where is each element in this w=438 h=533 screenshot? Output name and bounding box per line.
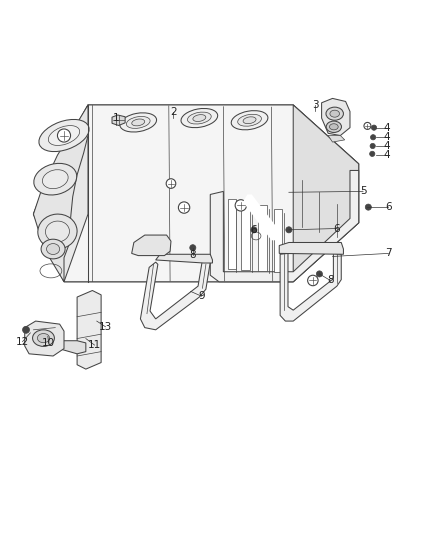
Ellipse shape [329, 124, 338, 130]
Ellipse shape [38, 214, 77, 249]
Text: 5: 5 [360, 187, 367, 196]
Circle shape [178, 202, 190, 213]
Polygon shape [33, 105, 359, 282]
Ellipse shape [243, 117, 256, 124]
Circle shape [316, 271, 322, 277]
Polygon shape [328, 135, 345, 142]
Circle shape [370, 151, 375, 157]
Ellipse shape [32, 330, 54, 346]
Polygon shape [258, 205, 267, 271]
Polygon shape [33, 105, 88, 282]
Text: 6: 6 [385, 202, 392, 212]
Ellipse shape [231, 111, 268, 130]
Text: 13: 13 [99, 322, 112, 332]
Text: 12: 12 [16, 337, 29, 346]
Ellipse shape [48, 126, 80, 146]
Text: 8: 8 [327, 276, 334, 286]
Circle shape [57, 129, 71, 142]
Polygon shape [155, 254, 212, 263]
Text: 11: 11 [88, 340, 101, 350]
Ellipse shape [41, 239, 65, 259]
Ellipse shape [34, 164, 77, 195]
Ellipse shape [326, 121, 342, 133]
Circle shape [364, 123, 371, 130]
Polygon shape [25, 321, 64, 356]
Text: 2: 2 [170, 107, 177, 117]
Polygon shape [279, 243, 343, 254]
Text: 6: 6 [251, 225, 257, 235]
Text: 4: 4 [384, 123, 390, 133]
Circle shape [286, 227, 292, 233]
Ellipse shape [181, 108, 218, 127]
Ellipse shape [193, 115, 206, 122]
Ellipse shape [39, 119, 89, 151]
Polygon shape [112, 115, 125, 125]
Text: 4: 4 [384, 141, 390, 151]
Text: 1: 1 [113, 113, 120, 123]
Circle shape [190, 245, 196, 251]
Text: 9: 9 [198, 291, 205, 301]
Polygon shape [33, 105, 88, 282]
Ellipse shape [187, 112, 211, 124]
Polygon shape [228, 199, 237, 269]
Polygon shape [141, 260, 210, 330]
Text: 8: 8 [190, 250, 196, 260]
Circle shape [370, 143, 375, 149]
Polygon shape [241, 202, 250, 270]
Text: 10: 10 [42, 338, 55, 348]
Circle shape [251, 227, 257, 233]
Circle shape [371, 125, 377, 130]
Polygon shape [274, 209, 283, 272]
Text: 7: 7 [385, 248, 392, 259]
Ellipse shape [120, 113, 156, 132]
Ellipse shape [132, 119, 145, 126]
Polygon shape [293, 105, 359, 282]
Text: 3: 3 [312, 100, 318, 110]
Ellipse shape [326, 107, 343, 120]
Ellipse shape [126, 116, 150, 128]
Text: 4: 4 [384, 150, 390, 160]
Circle shape [235, 200, 247, 211]
Polygon shape [132, 235, 171, 256]
Ellipse shape [46, 221, 70, 242]
Polygon shape [280, 253, 341, 321]
Circle shape [307, 275, 318, 286]
Text: 6: 6 [334, 223, 340, 233]
Text: 4: 4 [384, 132, 390, 142]
Polygon shape [321, 99, 350, 135]
Polygon shape [210, 171, 359, 282]
Polygon shape [62, 341, 86, 354]
Circle shape [365, 204, 371, 210]
Circle shape [371, 135, 376, 140]
Ellipse shape [37, 334, 49, 343]
Polygon shape [64, 105, 359, 282]
Circle shape [22, 326, 29, 333]
Polygon shape [77, 290, 101, 369]
Polygon shape [243, 195, 280, 240]
Ellipse shape [42, 169, 68, 189]
Circle shape [166, 179, 176, 188]
Ellipse shape [238, 114, 261, 126]
Ellipse shape [46, 244, 60, 254]
Ellipse shape [330, 110, 339, 117]
